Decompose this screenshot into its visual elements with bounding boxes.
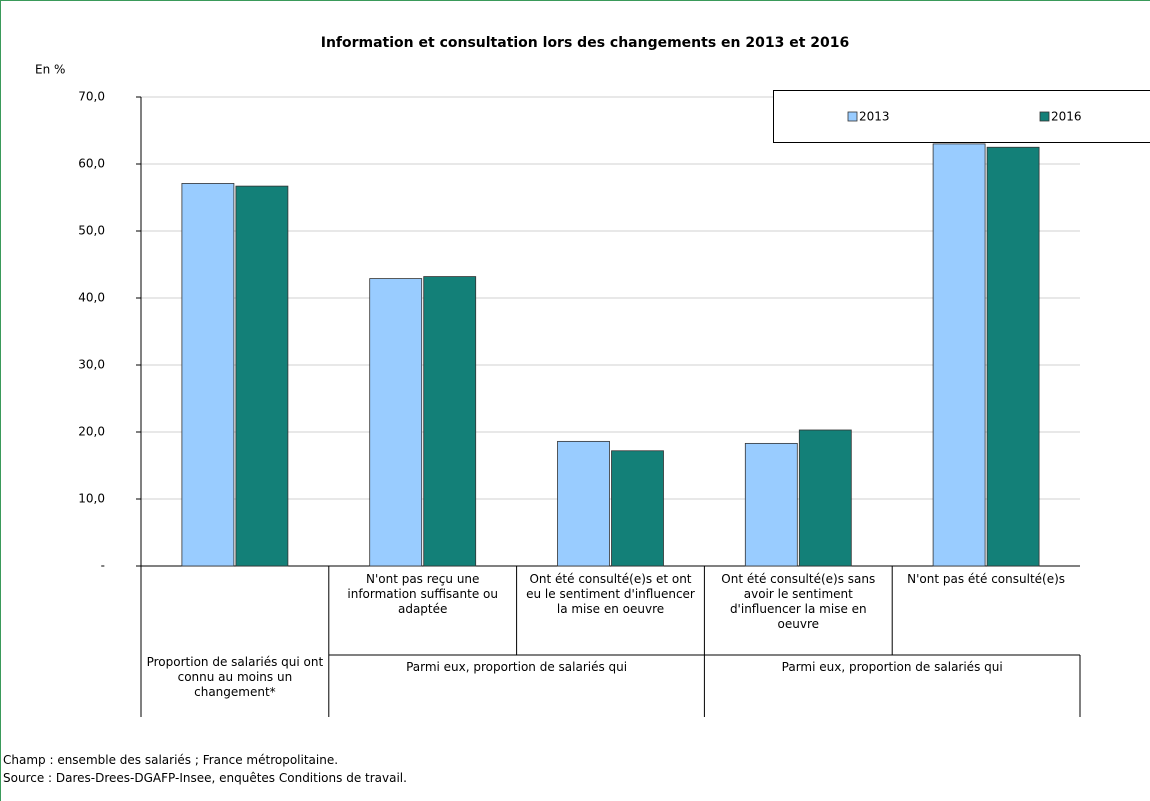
legend-label: 2016: [1051, 110, 1082, 124]
y-tick-label: 10,0: [78, 492, 105, 506]
y-tick-label: 30,0: [78, 358, 105, 372]
bar: [611, 450, 664, 567]
legend-box: [773, 90, 1150, 143]
x-tick-label: Ont été consulté(e)s et ont eu le sentim…: [526, 572, 695, 616]
footnote: Source : Dares-Drees-DGAFP-Insee, enquêt…: [3, 771, 407, 785]
bar: [235, 185, 289, 567]
y-axis-label: En %: [35, 63, 65, 77]
x-tick-label: N'ont pas été consulté(e)s: [907, 572, 1066, 586]
group-label: Parmi eux, proportion de salariés qui: [406, 660, 628, 674]
bar: [557, 440, 610, 567]
y-tick-label: 70,0: [78, 90, 105, 104]
group-label: Proportion de salariés qui ont connu au …: [146, 655, 324, 699]
legend-label: 2013: [859, 110, 890, 124]
legend-swatch: [847, 111, 858, 122]
chart-title: Information et consultation lors des cha…: [321, 35, 850, 51]
y-tick-label: 60,0: [78, 157, 105, 171]
y-tick-label: 40,0: [78, 291, 105, 305]
footnote: Champ : ensemble des salariés ; France m…: [3, 753, 339, 767]
bar: [744, 442, 798, 567]
legend-swatch: [1039, 111, 1050, 122]
bar: [986, 146, 1040, 567]
x-tick-label: Ont été consulté(e)s sans avoir le senti…: [721, 572, 876, 631]
y-tick-label: -: [101, 559, 105, 573]
y-tick-label: 50,0: [78, 224, 105, 238]
bar: [798, 429, 852, 567]
bar: [423, 276, 477, 567]
x-tick-label: N'ont pas reçu une information suffisant…: [347, 572, 498, 616]
bar: [181, 183, 235, 567]
bar: [932, 143, 986, 567]
group-label: Parmi eux, proportion de salariés qui: [781, 660, 1003, 674]
bar: [369, 278, 423, 567]
y-tick-label: 20,0: [78, 425, 105, 439]
